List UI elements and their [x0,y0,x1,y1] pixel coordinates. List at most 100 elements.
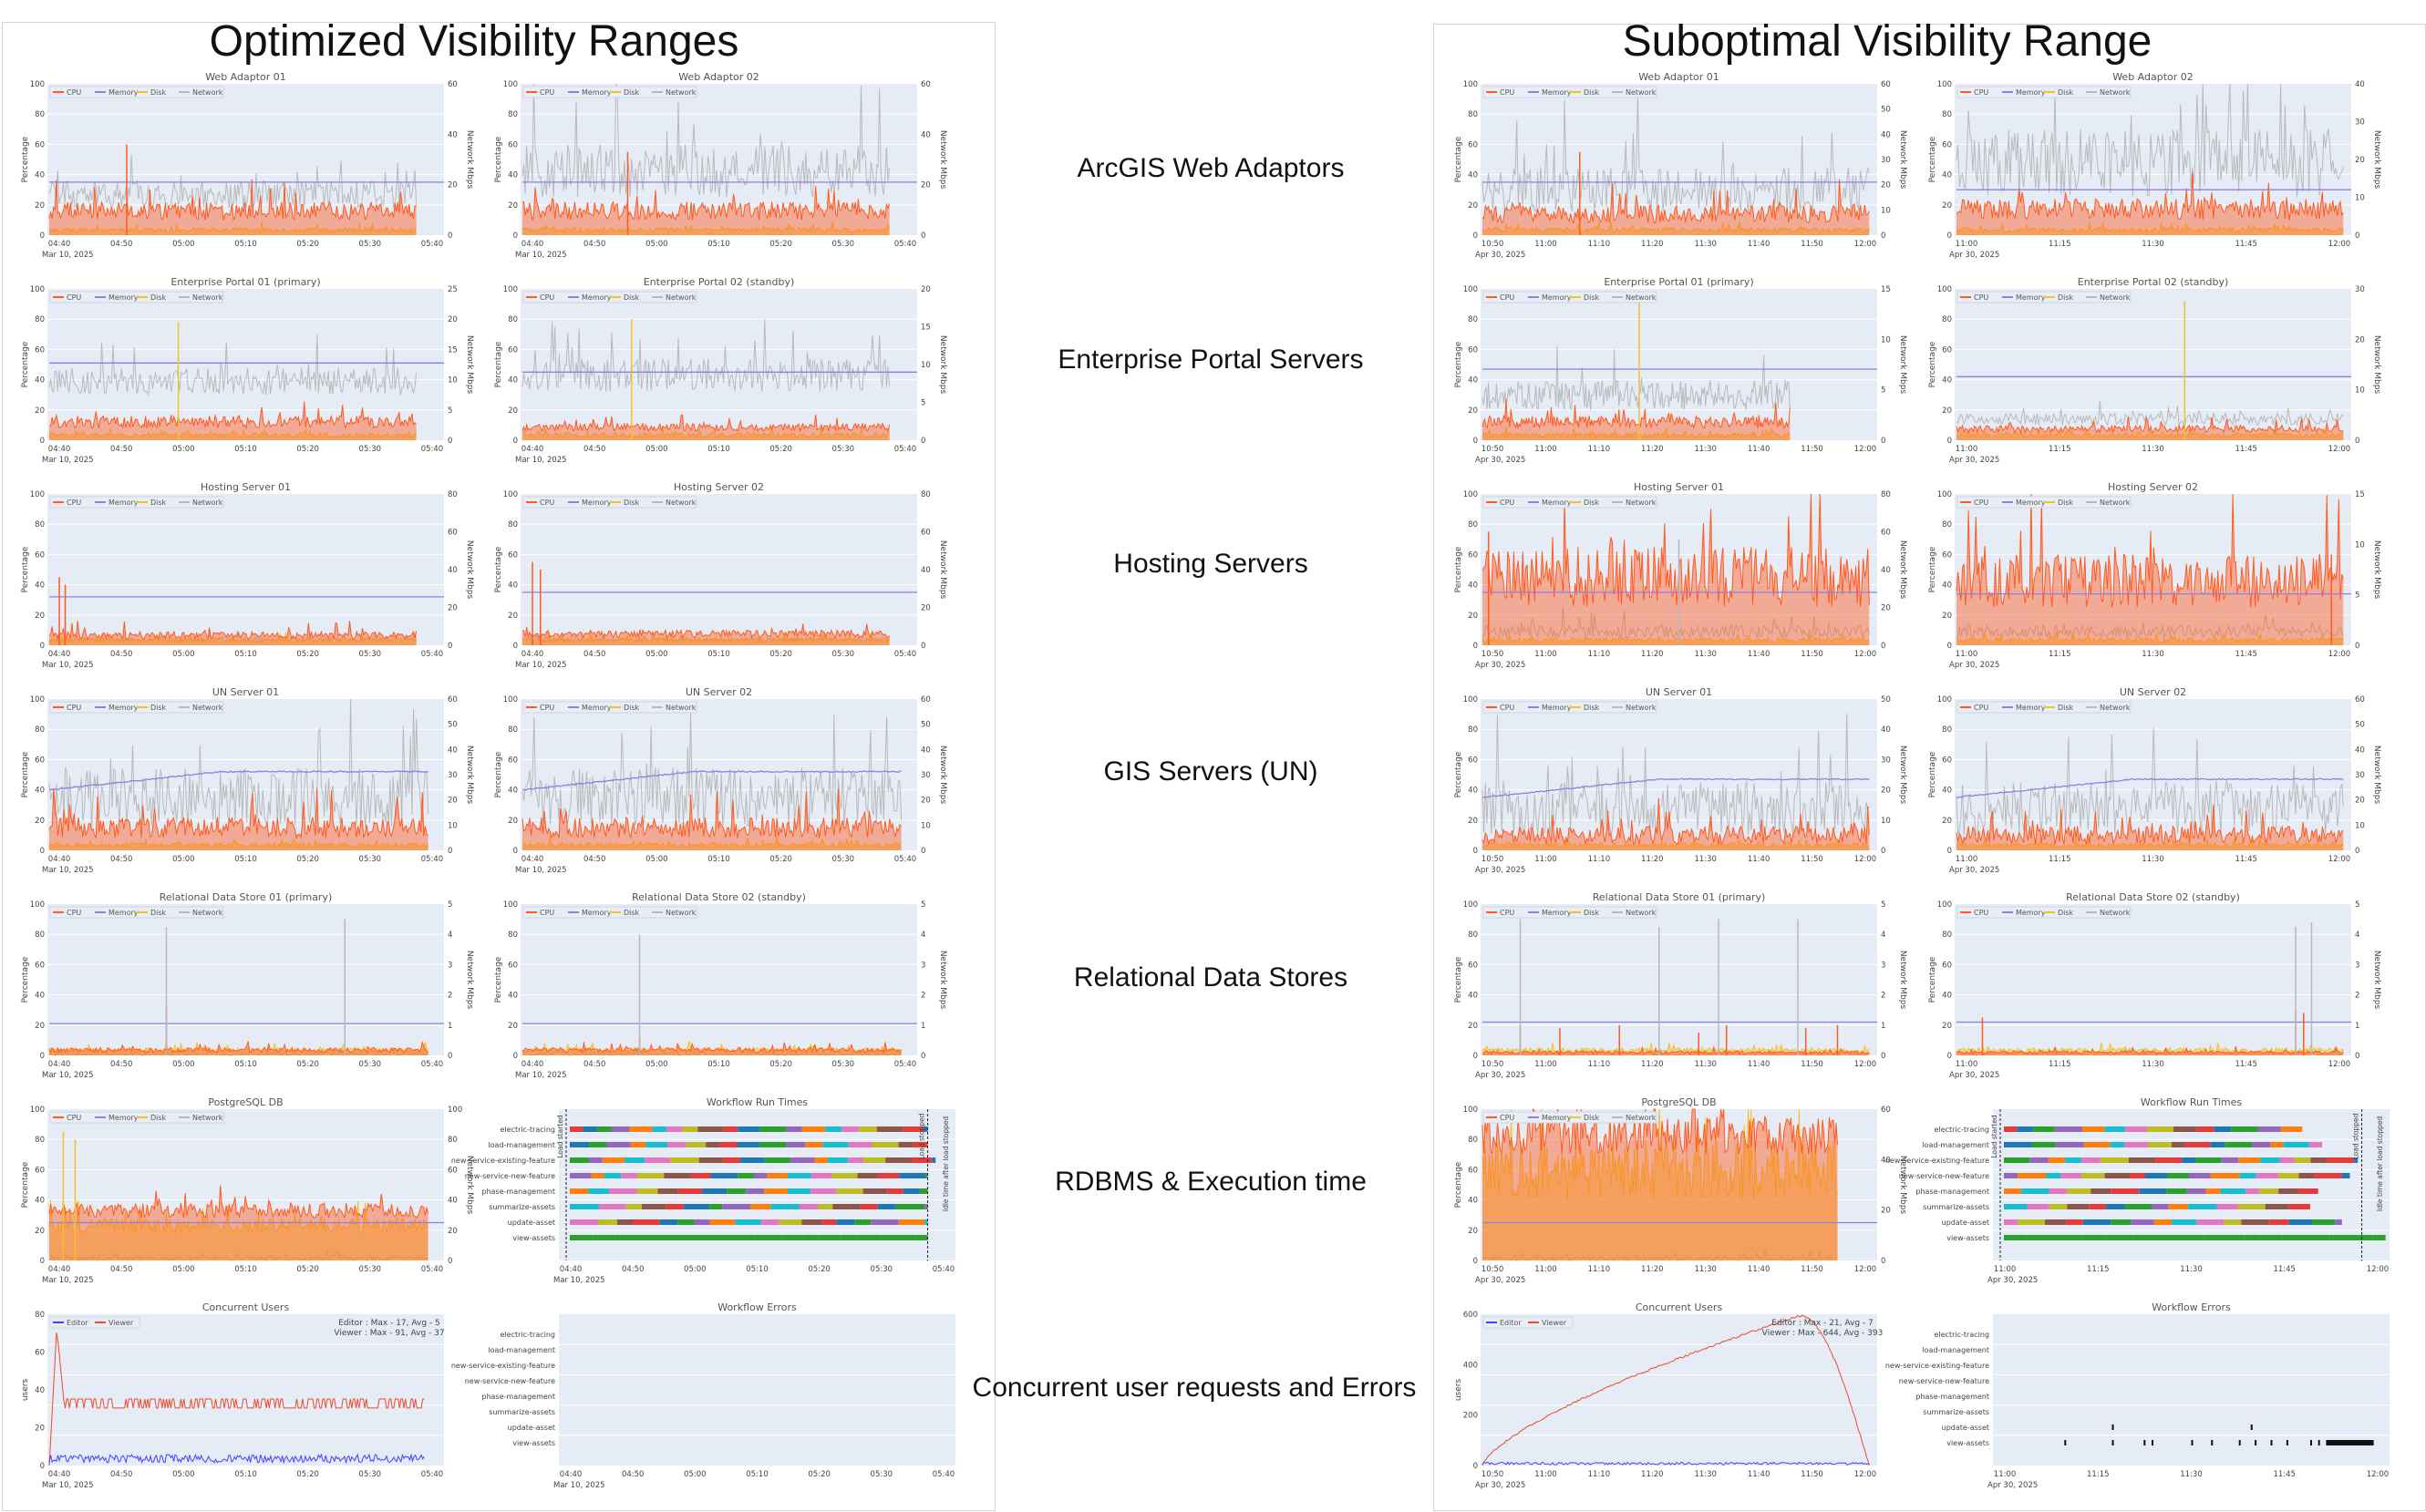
workflow-run-segment [828,1157,849,1163]
date-label: Mar 10, 2025 [42,456,94,465]
x-tick-label: 11:00 [1534,240,1557,249]
y-tick-label: 100 [503,900,518,910]
workflow-run-segment [2021,1188,2049,1194]
workflow-category-label: phase-management [481,1393,555,1401]
date-label: Apr 30, 2025 [1475,1276,1525,1285]
chart-L-pg: PostgreSQL DB 04:40 04:50 05:00 05:10 05:20 05… [21,1096,474,1285]
date-label: Apr 30, 2025 [1949,866,1999,875]
y2-tick-label: 50 [448,721,458,730]
cpu-series-line [1481,398,1791,430]
y-tick-label: 100 [30,900,45,910]
y2-axis-label: Network Mbps [938,540,947,600]
legend-label: Disk [2058,909,2074,917]
workflow-run-segment [764,1188,788,1194]
y-tick-label: 20 [508,201,518,211]
y2-tick-label: 50 [1881,106,1891,115]
cpu-series-line [1481,797,1870,846]
x-tick-label: 11:40 [1748,1470,1770,1479]
workflow-run-segment [737,1142,760,1147]
workflow-run-segment [2353,1235,2373,1240]
workflow-run-segment [885,1157,912,1163]
y-tick-label: 80 [1942,315,1952,324]
row-label-portal-servers: Enterprise Portal Servers [1058,345,1364,375]
x-tick-label: 12:00 [2328,445,2351,454]
x-tick-label: 12:00 [2367,1470,2390,1479]
workflow-run-segment [727,1188,747,1194]
y-tick-label: 0 [1473,1052,1478,1061]
workflow-category-label: phase-management [1915,1393,1989,1401]
cpu-series-line [48,401,417,430]
legend-label: Disk [624,499,640,507]
x-tick-label: 05:20 [296,1470,319,1479]
chart-L-rd2: Relational Data Store 02 (standby)04:40 0… [494,891,947,1080]
legend-label: Memory [2016,88,2046,97]
workflow-run-segment [2004,1173,2018,1178]
workflow-run-segment [2106,1235,2133,1240]
y2-tick-label: 20 [448,315,458,324]
workflow-category-label: view-assets [512,1439,555,1447]
y-axis-label: Percentage [1928,751,1937,797]
workflow-run-segment [2288,1204,2310,1209]
workflow-run-segment [2045,1219,2067,1225]
cpu-series-area [522,415,890,440]
date-label: Apr 30, 2025 [1987,1276,2038,1285]
cpu-series-line [48,179,417,221]
y2-tick-label: 30 [448,771,458,780]
x-tick-label: 05:10 [234,650,257,659]
x-tick-label: 05:00 [172,240,195,249]
workflow-run-segment [925,1173,928,1178]
y2-tick-label: 40 [1881,130,1891,139]
workflow-run-segment [2298,1173,2316,1178]
workflow-category-label: load-management [488,1346,555,1354]
workflow-run-segment [2004,1142,2032,1147]
plot-area [521,494,917,645]
legend-label: Memory [582,704,612,712]
chart-title: Workflow Run Times [2141,1096,2243,1108]
y2-tick-label: 0 [448,642,452,651]
y-tick-label: 60 [508,961,518,970]
network-series-line [48,155,418,210]
y2-tick-label: 50 [1881,695,1891,705]
y2-tick-label: 20 [921,285,931,294]
x-tick-label: 11:40 [1748,240,1770,249]
y2-tick-label: 0 [448,231,452,241]
x-tick-label: 11:00 [1994,1470,2017,1479]
y2-tick-label: 0 [1881,437,1885,446]
y-tick-label: 80 [508,520,518,530]
x-tick-label: 04:50 [583,240,606,249]
chart-R-rd2: Relational Data Store 02 (standby) 11:00 1… [1928,891,2381,1080]
workflow-run-segment [2188,1204,2217,1209]
y-tick-label: 40 [1942,376,1952,386]
x-tick-label: 11:00 [1534,650,1557,659]
viewer-line [48,1332,425,1466]
x-tick-label: 11:15 [2049,240,2071,249]
chart-L-ep1: Enterprise Portal 01 (primary) 04:40 04:50… [21,276,474,465]
y-tick-label: 40 [508,992,518,1001]
cpu-series-line [1481,493,1870,607]
workflow-category-label: new-service-existing-feature [1885,1157,1989,1165]
y2-tick-label: 4 [2355,931,2359,940]
disk-series-area [1956,837,2344,850]
workflow-run-segment [2123,1142,2149,1147]
chart-R-rd1: Relational Data Store 01 (primary) 10:50 1… [1454,891,1907,1080]
x-tick-label: 11:30 [1694,650,1717,659]
workflow-run-segment [2004,1157,2030,1163]
memory-series-line [522,770,902,791]
x-tick-label: 05:10 [234,1470,257,1479]
x-tick-label: 05:40 [894,650,917,659]
y2-tick-label: 10 [2355,821,2365,830]
x-tick-label: 12:00 [1854,445,1877,454]
disk-series-area [1482,633,1870,645]
workflow-run-segment [2004,1235,2027,1240]
x-tick-label: 11:45 [2273,1265,2296,1274]
workflow-error-run [2326,1440,2374,1445]
legend-label: Memory [1542,1114,1572,1122]
x-tick-label: 11:40 [1748,445,1770,454]
workflow-run-segment [2145,1173,2168,1178]
disk-series-line [48,632,418,644]
y2-tick-label: 0 [448,847,452,856]
workflow-run-segment [2129,1173,2146,1178]
y2-tick-label: 20 [921,181,931,190]
x-tick-label: 11:10 [1588,650,1611,659]
y-tick-label: 60 [1942,345,1952,355]
